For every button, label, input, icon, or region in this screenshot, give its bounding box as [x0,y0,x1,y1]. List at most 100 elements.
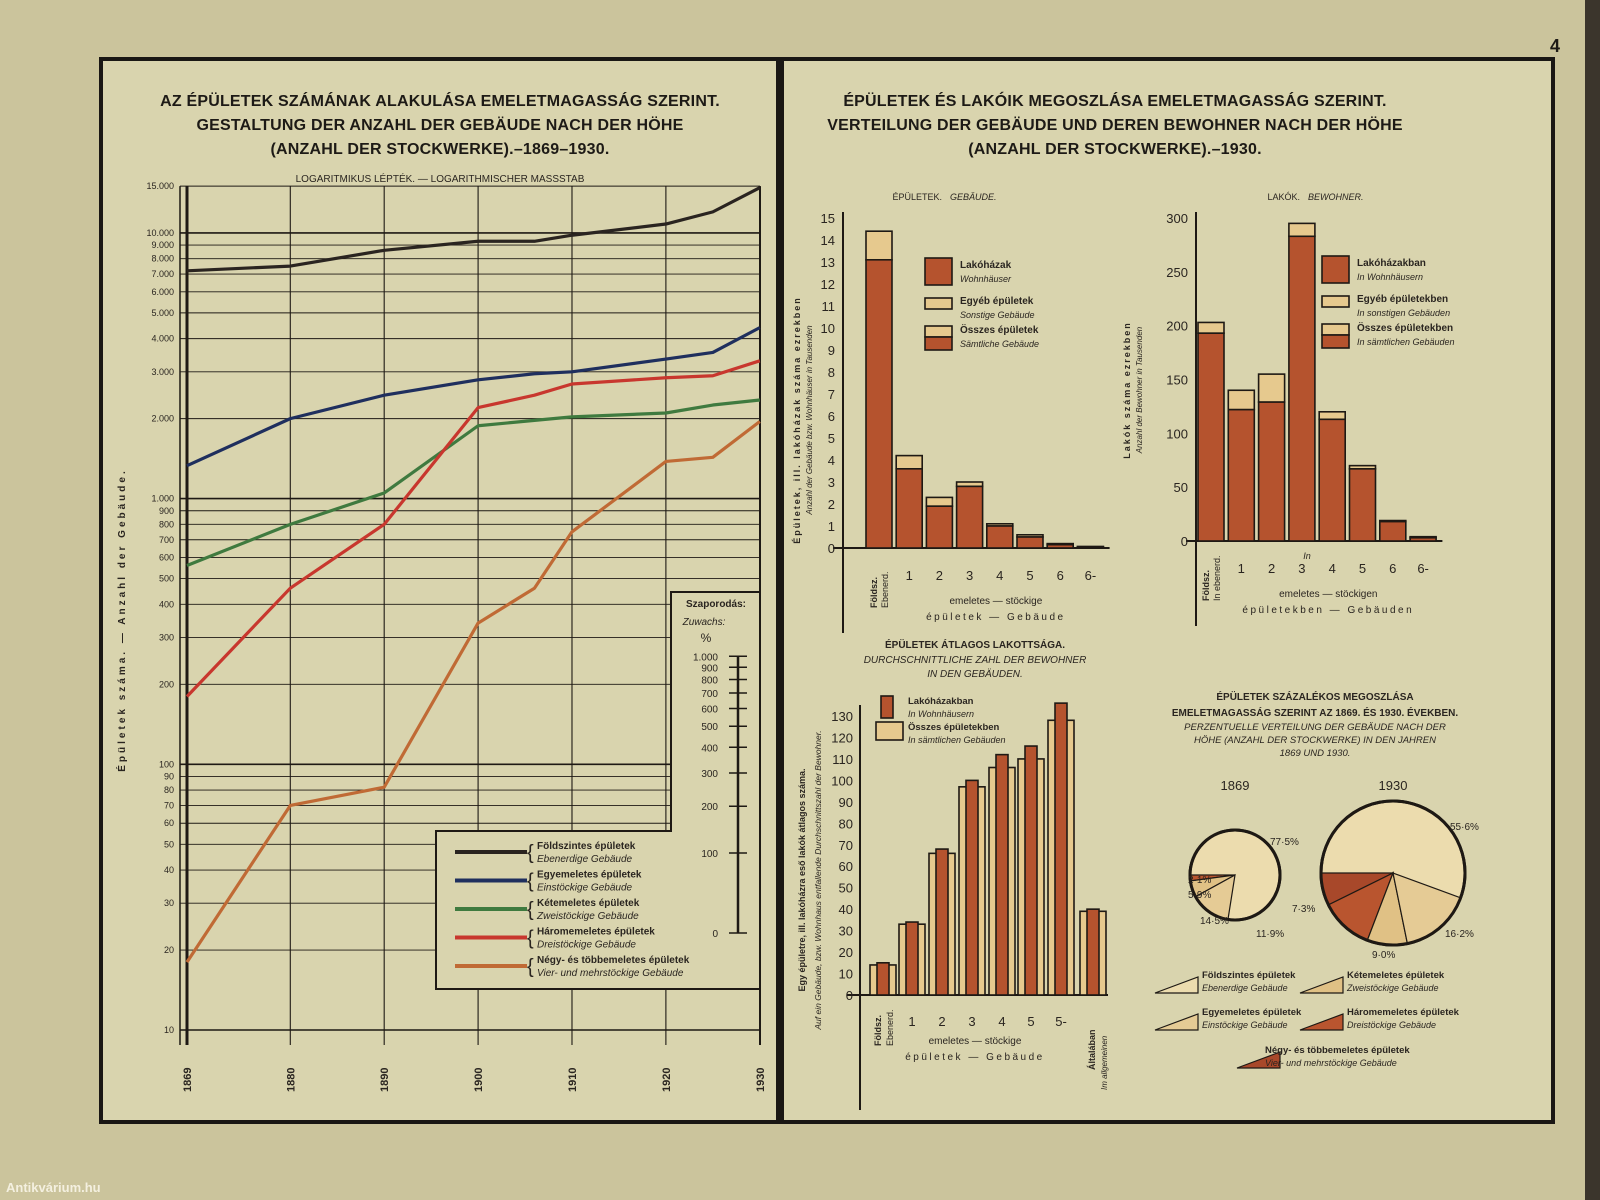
bar-residential [955,485,984,549]
y-tick-label: 50 [164,839,174,849]
category-label: 1 [908,1014,915,1029]
legend-label-de: In sonstigen Gebäuden [1357,308,1450,318]
category-label: Földsz. [869,577,879,608]
y-tick-label: 80 [164,785,174,795]
y-tick-label: 7 [828,387,835,402]
pie-border [1319,799,1467,947]
legend-label: Földszintes épületek [1202,970,1296,981]
y-tick-label: 900 [159,506,174,516]
bar-residential [1024,745,1038,996]
legend-label-0: Földszintes épületek [537,841,636,852]
legend-label-de-1: Einstöckige Gebäude [537,883,633,894]
page-number: 4 [1550,36,1560,56]
category-label: 4 [998,1014,1005,1029]
legend-label-de: In Wohnhäusern [908,709,974,719]
bar-other [1288,222,1316,238]
pie-slice-label: 7·3% [1292,904,1315,915]
bar-residential [1257,401,1286,542]
bar-residential [865,258,893,549]
legend-swatch-residential [1321,255,1350,284]
y-axis-label-de: Anzahl der Bewohner in Tausenden [1135,326,1144,454]
bar-residential [1197,332,1225,542]
legend-label-de: Vier- und mehrstöckige Gebäude [1265,1058,1397,1068]
bar-residential [1046,543,1074,549]
y-tick-label: 50 [1174,480,1188,495]
y-tick-label: 250 [1166,265,1188,280]
x-tick-label: 1900 [473,1068,485,1092]
y-tick-label: 7.000 [151,269,174,279]
series-line-3 [185,359,761,698]
legend-label-de: In Wohnhäusern [1357,272,1423,282]
y-tick-label: 0 [828,541,835,556]
right-title-line-1: ÉPÜLETEK ÉS LAKÓIK MEGOSZLÁSA EMELETMAGA… [843,91,1386,110]
pie-title: EMELETMAGASSÁG SZERINT AZ 1869. ÉS 1930.… [1172,706,1459,719]
growth-tick-label: 400 [701,743,718,754]
bar-residential [1288,235,1316,542]
chart-title-de: IN DEN GEBÄUDEN. [927,668,1023,680]
bar-residential [925,505,954,549]
category-label: Általában [1087,1029,1097,1070]
y-tick-label: 2.000 [151,414,174,424]
y-tick-label: 10 [839,967,853,982]
y-tick-label: 3 [828,475,835,490]
growth-title-de: Zuwachs: [682,617,726,628]
legend-swatch-total-top [924,325,953,338]
legend-wedge-2 [1299,976,1344,994]
y-tick-label: 6 [828,409,835,424]
legend-swatch-total-top [1321,323,1350,336]
growth-tick-label: 900 [701,663,718,674]
legend-label-de-3: Dreistöckige Gebäude [537,940,636,951]
legend-swatch-residential [924,257,953,286]
y-tick-label: 600 [159,553,174,563]
legend-label-de: Einstöckige Gebäude [1202,1020,1288,1030]
legend-wedge-1 [1154,1013,1199,1031]
chart-title: ÉPÜLETEK ÁTLAGOS LAKOTTSÁGA. [885,638,1065,651]
growth-tick-label: 300 [701,769,718,780]
legend-brace-2: { [527,899,534,921]
bar-other [895,454,924,470]
chart-title-de: BEWOHNER. [1308,192,1364,202]
legend-swatch-other [1321,295,1350,308]
legend-brace-3: { [527,928,534,950]
average-occupancy-chart: ÉPÜLETEK ÁTLAGOS LAKOTTSÁGA. DURCHSCHNITT… [797,638,1109,1110]
category-label: 5 [1027,1014,1034,1029]
legend-swatch-other [924,297,953,310]
legend-label-de-2: Zweistöckige Gebäude [536,911,639,922]
y-tick-label: 15.000 [146,181,174,191]
category-label: 2 [936,568,943,583]
y-tick-label: 5.000 [151,308,174,318]
category-label: 2 [938,1014,945,1029]
legend-brace-4: { [527,956,534,978]
x-axis-label: emeletes — stöckige [949,596,1042,607]
x-axis-label-2: épületek — Gebäude [905,1052,1045,1063]
x-axis-label: emeletes — stöckige [929,1036,1022,1047]
category-label: 3 [1298,561,1305,576]
y-tick-label: 14 [821,233,835,248]
y-tick-label: 10 [164,1025,174,1035]
legend-brace-1: { [527,871,534,893]
growth-tick-label: 1.000 [693,652,718,663]
x-tick-label: 1910 [567,1068,579,1092]
pie-title: HÖHE (ANZAHL DER STOCKWERKE) IN DEN JAHR… [1194,735,1436,746]
legend-label-de: Wohnhäuser [960,274,1012,284]
y-tick-label: 20 [839,945,853,960]
pie-slice-label: 2·1% [1188,875,1211,886]
legend-label-de: Sämtliche Gebäude [960,339,1039,349]
legend-swatch-total-bottom [1321,334,1350,349]
y-tick-label: 500 [159,574,174,584]
category-label: 6- [1085,568,1097,583]
y-tick-label: 8 [828,365,835,380]
y-tick-label: 12 [821,277,835,292]
pie-slice-label: 55·6% [1450,822,1479,833]
y-tick-label: 40 [164,865,174,875]
y-tick-label: 1.000 [151,494,174,504]
y-tick-label: 8.000 [151,254,174,264]
category-label: 3 [966,568,973,583]
x-tick-label: 1890 [379,1068,391,1092]
pie-slice-label: 11·9% [1256,929,1284,940]
bar-residential [905,921,919,996]
legend-label-de-4: Vier- und mehrstöckige Gebäude [537,968,684,979]
legend-label: Négy- és többemeletes épületek [1265,1045,1410,1056]
pie-title: ÉPÜLETEK SZÁZALÉKOS MEGOSZLÁSA [1216,690,1413,703]
legend-label-1: Egyemeletes épületek [537,870,642,881]
